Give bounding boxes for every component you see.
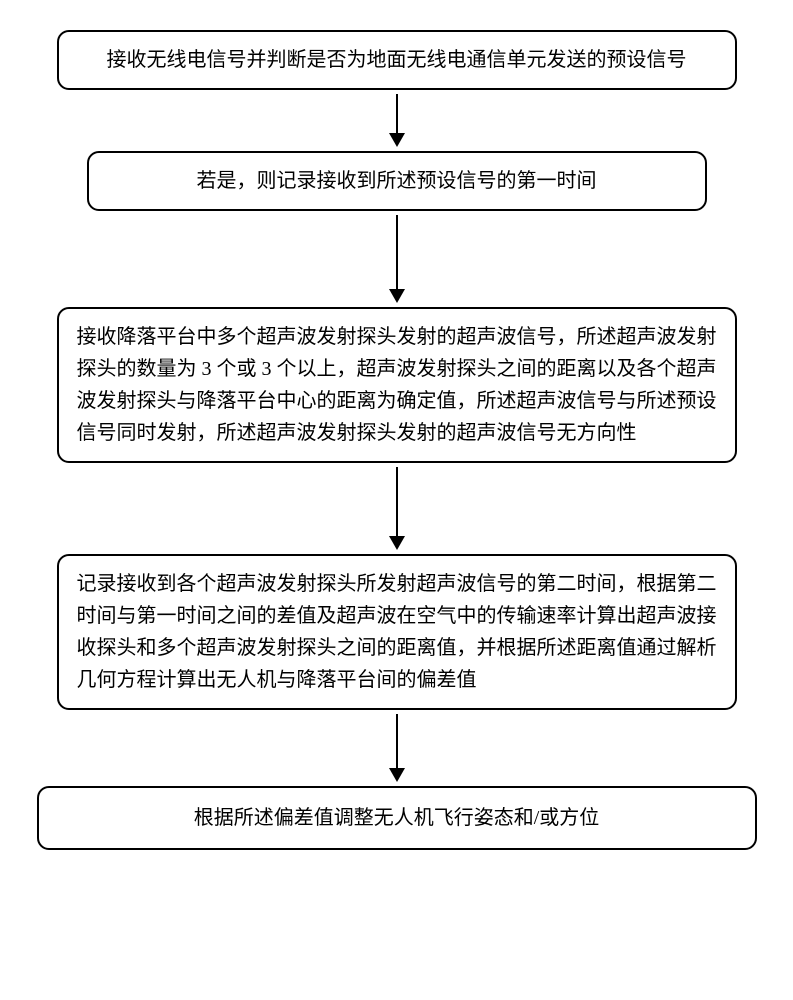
arrow-head-icon bbox=[389, 133, 405, 147]
arrow-head-icon bbox=[389, 768, 405, 782]
box-4-text: 记录接收到各个超声波发射探头所发射超声波信号的第二时间，根据第二时间与第一时间之… bbox=[77, 573, 717, 691]
flowchart-box-4: 记录接收到各个超声波发射探头所发射超声波信号的第二时间，根据第二时间与第一时间之… bbox=[57, 554, 737, 710]
box-2-text: 若是，则记录接收到所述预设信号的第一时间 bbox=[197, 170, 597, 192]
flowchart-box-1: 接收无线电信号并判断是否为地面无线电通信单元发送的预设信号 bbox=[57, 30, 737, 90]
arrow-3 bbox=[389, 467, 405, 550]
arrow-head-icon bbox=[389, 536, 405, 550]
arrow-line bbox=[396, 714, 398, 769]
flowchart-box-2: 若是，则记录接收到所述预设信号的第一时间 bbox=[87, 151, 707, 211]
arrow-line bbox=[396, 215, 398, 290]
flowchart-container: 接收无线电信号并判断是否为地面无线电通信单元发送的预设信号 若是，则记录接收到所… bbox=[0, 0, 793, 850]
flowchart-box-3: 接收降落平台中多个超声波发射探头发射的超声波信号，所述超声波发射探头的数量为 3… bbox=[57, 307, 737, 463]
arrow-1 bbox=[389, 94, 405, 147]
arrow-head-icon bbox=[389, 289, 405, 303]
box-3-text: 接收降落平台中多个超声波发射探头发射的超声波信号，所述超声波发射探头的数量为 3… bbox=[77, 326, 717, 444]
box-1-text: 接收无线电信号并判断是否为地面无线电通信单元发送的预设信号 bbox=[107, 49, 687, 71]
arrow-line bbox=[396, 94, 398, 134]
arrow-4 bbox=[389, 714, 405, 782]
arrow-line bbox=[396, 467, 398, 537]
flowchart-box-5: 根据所述偏差值调整无人机飞行姿态和/或方位 bbox=[37, 786, 757, 850]
box-5-text: 根据所述偏差值调整无人机飞行姿态和/或方位 bbox=[194, 807, 600, 829]
arrow-2 bbox=[389, 215, 405, 303]
